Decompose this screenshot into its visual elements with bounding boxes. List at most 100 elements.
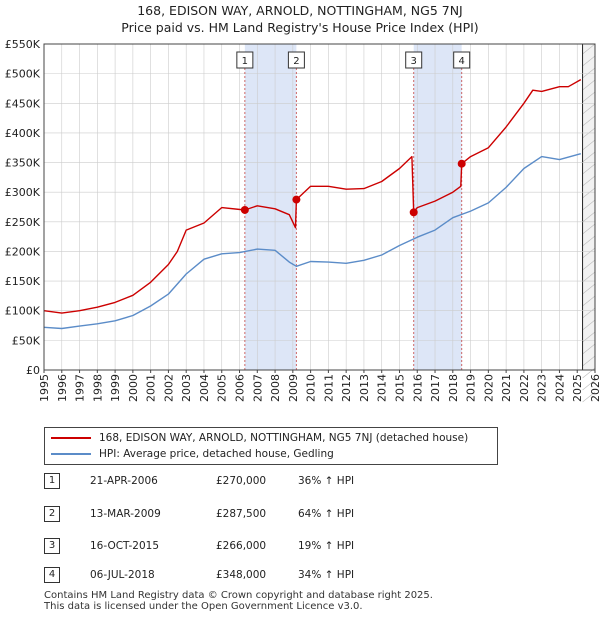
future-hatch xyxy=(582,79,596,91)
table-row: 1 21-APR-2006 £270,000 36% ↑ HPI xyxy=(44,472,444,490)
x-tick-label: 2018 xyxy=(447,374,460,402)
x-tick-label: 2021 xyxy=(500,374,513,402)
sale-date: 06-JUL-2018 xyxy=(90,569,155,581)
sale-number-badge: 4 xyxy=(44,567,60,583)
future-hatch xyxy=(582,307,596,319)
sale-point xyxy=(292,195,301,204)
y-tick-label: £300K xyxy=(5,186,41,199)
sale-marker-label: 1 xyxy=(242,56,248,67)
x-tick-label: 2004 xyxy=(198,374,211,402)
sale-date: 21-APR-2006 xyxy=(90,475,158,487)
future-hatch xyxy=(582,175,596,187)
x-tick-label: 2022 xyxy=(518,374,531,402)
legend-swatch-property xyxy=(51,437,91,439)
y-tick-label: £500K xyxy=(5,68,41,81)
x-tick-label: 1998 xyxy=(91,374,104,402)
x-tick-label: 2008 xyxy=(269,374,282,402)
sale-marker-box xyxy=(236,51,254,69)
future-hatch xyxy=(582,343,596,355)
future-hatch xyxy=(582,391,596,403)
sale-number-badge: 2 xyxy=(44,506,60,522)
x-tick-label: 2005 xyxy=(216,374,229,402)
sale-date: 16-OCT-2015 xyxy=(90,540,159,552)
sale-number-badge: 3 xyxy=(44,538,60,554)
x-tick-label: 2003 xyxy=(180,374,193,402)
y-tick-label: £350K xyxy=(5,157,41,170)
sale-hpi-change: 34% ↑ HPI xyxy=(298,569,355,581)
x-tick-label: 2017 xyxy=(429,374,442,402)
x-tick-label: 2016 xyxy=(411,374,424,402)
axes: £0 £50K £100K £150K £200K £250K £300K £350K £400… xyxy=(5,38,600,402)
x-tick-label: 2001 xyxy=(145,374,158,402)
x-tick-label: 2026 xyxy=(589,374,600,402)
x-tick-label: 1997 xyxy=(74,374,87,402)
y-tick-label: £100K xyxy=(5,305,41,318)
future-hatch xyxy=(582,91,596,103)
x-tick-label: 2012 xyxy=(340,374,353,402)
future-hatch xyxy=(582,235,596,247)
sale-marker-box xyxy=(287,51,305,69)
property-price-line xyxy=(43,78,582,314)
sale-point xyxy=(409,208,418,217)
future-hatch xyxy=(582,163,596,175)
x-tick-label: 2002 xyxy=(162,374,175,402)
y-tick-label: £150K xyxy=(5,275,41,288)
future-hatch xyxy=(582,259,596,271)
future-hatch xyxy=(582,247,596,259)
sale-price: £287,500 xyxy=(216,508,267,520)
table-row: 4 06-JUL-2018 £348,000 34% ↑ HPI xyxy=(44,566,444,584)
x-tick-label: 2000 xyxy=(127,374,140,402)
y-tick-label: £50K xyxy=(12,334,41,347)
sale-price: £266,000 xyxy=(216,540,267,552)
x-tick-label: 2023 xyxy=(536,374,549,402)
legend-swatch-hpi xyxy=(51,453,91,455)
chart-title-address: 168, EDISON WAY, ARNOLD, NOTTINGHAM, NG5… xyxy=(137,3,463,18)
future-hatch xyxy=(582,271,596,283)
x-tick-label: 2014 xyxy=(376,374,389,402)
future-hatch xyxy=(582,139,596,151)
x-tick-label: 1995 xyxy=(38,374,51,402)
future-hatch xyxy=(582,211,596,223)
x-tick-label: 1996 xyxy=(56,374,69,402)
x-tick-label: 2025 xyxy=(571,374,584,402)
x-tick-label: 2013 xyxy=(358,374,371,402)
future-hatch xyxy=(582,115,596,127)
x-tick-label: 2019 xyxy=(465,374,478,402)
footer-attribution: Contains HM Land Registry data © Crown c… xyxy=(44,590,433,612)
sale-hpi-change: 19% ↑ HPI xyxy=(298,540,355,552)
legend-label-hpi: HPI: Average price, detached house, Gedl… xyxy=(99,448,334,460)
shaded-periods xyxy=(244,43,596,403)
sale-marker-label: 2 xyxy=(293,56,299,67)
future-hatch xyxy=(582,379,596,391)
sale-point xyxy=(457,159,466,168)
future-hatch xyxy=(582,355,596,367)
legend-label-property: 168, EDISON WAY, ARNOLD, NOTTINGHAM, NG5… xyxy=(99,432,469,444)
footer-licence: This data is licensed under the Open Gov… xyxy=(44,601,363,612)
sale-marker-label: 3 xyxy=(411,56,417,67)
x-tick-label: 2011 xyxy=(322,374,335,402)
future-hatch xyxy=(582,187,596,199)
chart-title: Price paid vs. HM Land Registry's House … xyxy=(121,20,479,35)
future-hatch xyxy=(582,319,596,331)
sale-marker-lines: 1 2 3 4 xyxy=(236,51,471,370)
future-hatch xyxy=(582,43,596,55)
price-chart: 1 2 3 4 £0 £50K £100K £150K £200K £250K £300K £350… xyxy=(5,38,600,403)
grid-lines xyxy=(43,43,596,371)
plot-frame xyxy=(43,43,596,371)
x-tick-label: 2015 xyxy=(393,374,406,402)
x-tick-label: 2009 xyxy=(287,374,300,402)
future-hatch xyxy=(582,151,596,163)
future-region xyxy=(582,44,595,370)
sale-hpi-change: 36% ↑ HPI xyxy=(298,475,355,487)
y-tick-label: £200K xyxy=(5,245,41,258)
y-tick-label: £550K xyxy=(5,38,41,51)
shaded-period xyxy=(413,44,462,370)
x-tick-label: 2006 xyxy=(234,374,247,402)
y-tick-label: £400K xyxy=(5,127,41,140)
chart-series xyxy=(43,78,582,330)
x-tick-label: 2020 xyxy=(482,374,495,402)
y-tick-label: £250K xyxy=(5,216,41,229)
footer-copyright: Contains HM Land Registry data © Crown c… xyxy=(44,590,433,601)
x-tick-label: 2010 xyxy=(305,374,318,402)
future-hatch xyxy=(582,199,596,211)
